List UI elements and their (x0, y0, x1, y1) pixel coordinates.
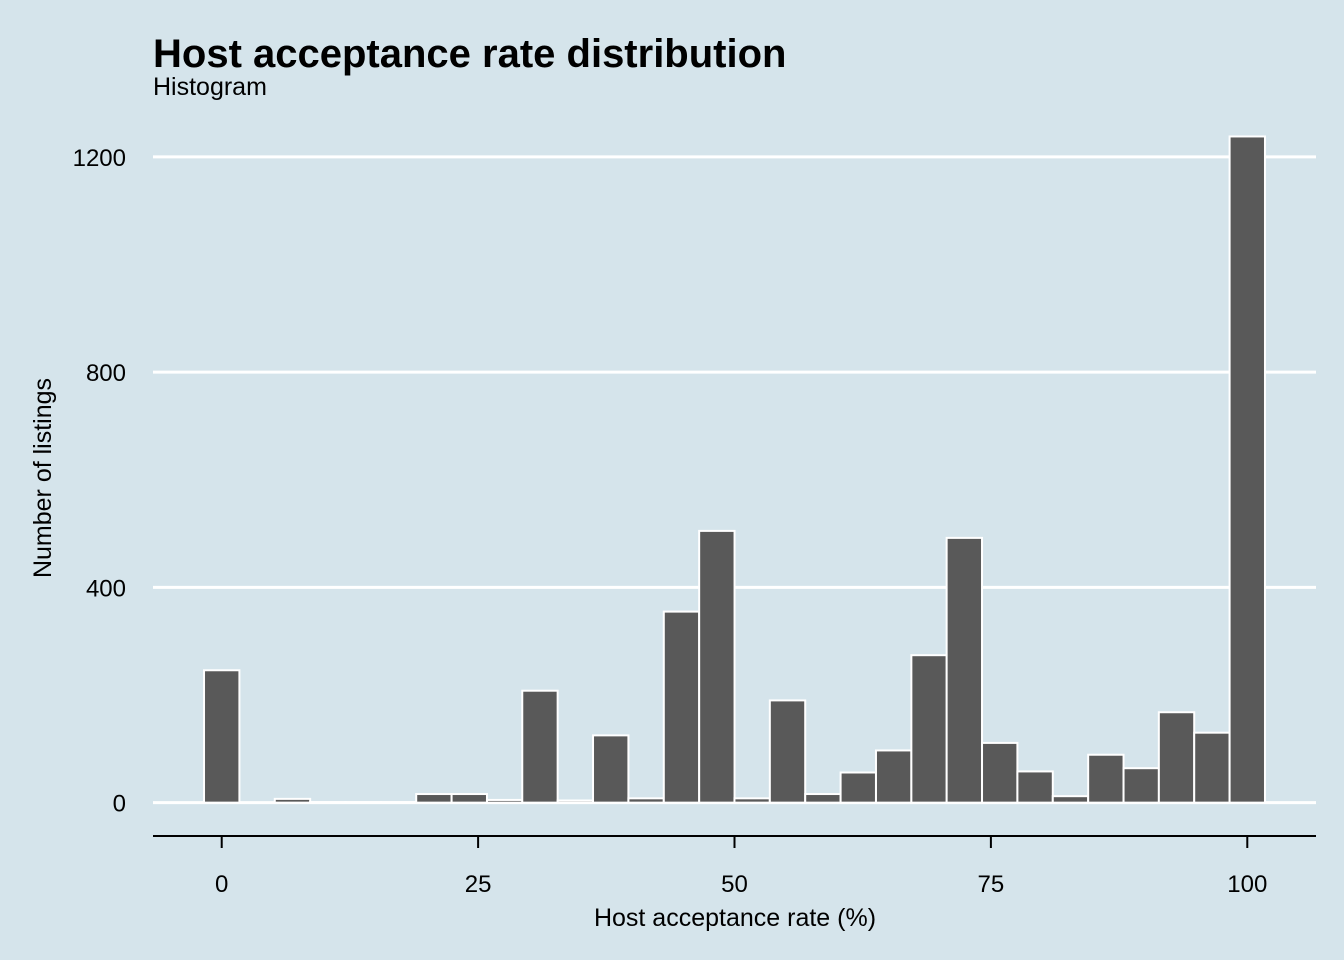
y-tick-label-400: 400 (86, 575, 126, 602)
histogram-bar-6 (415, 793, 453, 804)
histogram-bar-3 (309, 801, 347, 804)
y-tick-label-1200: 1200 (73, 145, 126, 172)
histogram-bar-20 (910, 654, 948, 804)
x-tick-label-0: 0 (215, 871, 228, 898)
histogram-bar-15 (733, 797, 771, 804)
histogram-bar-13 (662, 610, 701, 804)
chart-subtitle: Histogram (153, 73, 267, 101)
y-tick-label-800: 800 (86, 360, 126, 387)
histogram-bar-25 (1087, 753, 1125, 804)
y-axis-title: Number of listings (29, 378, 57, 578)
y-tick-label-0: 0 (113, 791, 126, 818)
histogram-bar-5 (379, 801, 418, 804)
chart-title: Host acceptance rate distribution (153, 32, 787, 76)
histogram-bar-7 (450, 793, 488, 804)
histogram-bar-4 (344, 801, 382, 804)
x-axis-title: Host acceptance rate (%) (594, 904, 876, 932)
x-tick-label-75: 75 (978, 871, 1005, 898)
histogram-bar-10 (556, 799, 595, 804)
x-tick-label-100: 100 (1227, 871, 1267, 898)
histogram-bar-21 (945, 536, 984, 804)
histogram-bar-17 (804, 793, 842, 804)
histogram-bar-23 (1016, 770, 1054, 804)
histogram-bar-19 (874, 749, 913, 804)
x-axis-tick-labels: 0 25 50 75 100 (215, 871, 1267, 898)
x-axis (153, 835, 1316, 848)
histogram-bar-2 (273, 797, 312, 804)
histogram-bar-29 (1228, 135, 1266, 804)
histogram-bar-9 (521, 689, 559, 804)
histogram-bars (203, 135, 1266, 804)
histogram-bar-22 (981, 741, 1019, 804)
histogram-bar-0 (203, 669, 241, 804)
histogram-bar-27 (1157, 711, 1196, 804)
histogram-bar-8 (485, 798, 524, 804)
histogram-bar-11 (592, 734, 630, 804)
histogram-bar-24 (1051, 795, 1090, 804)
histogram-bar-18 (839, 771, 877, 804)
histogram-bar-28 (1193, 731, 1231, 804)
histogram-bar-12 (627, 797, 665, 804)
histogram-bar-14 (698, 529, 736, 804)
x-tick-label-50: 50 (721, 871, 748, 898)
y-axis-tick-labels: 0 400 800 1200 (73, 145, 126, 818)
histogram-bar-16 (768, 699, 807, 804)
x-tick-label-25: 25 (465, 871, 492, 898)
histogram-bar-26 (1122, 767, 1160, 804)
